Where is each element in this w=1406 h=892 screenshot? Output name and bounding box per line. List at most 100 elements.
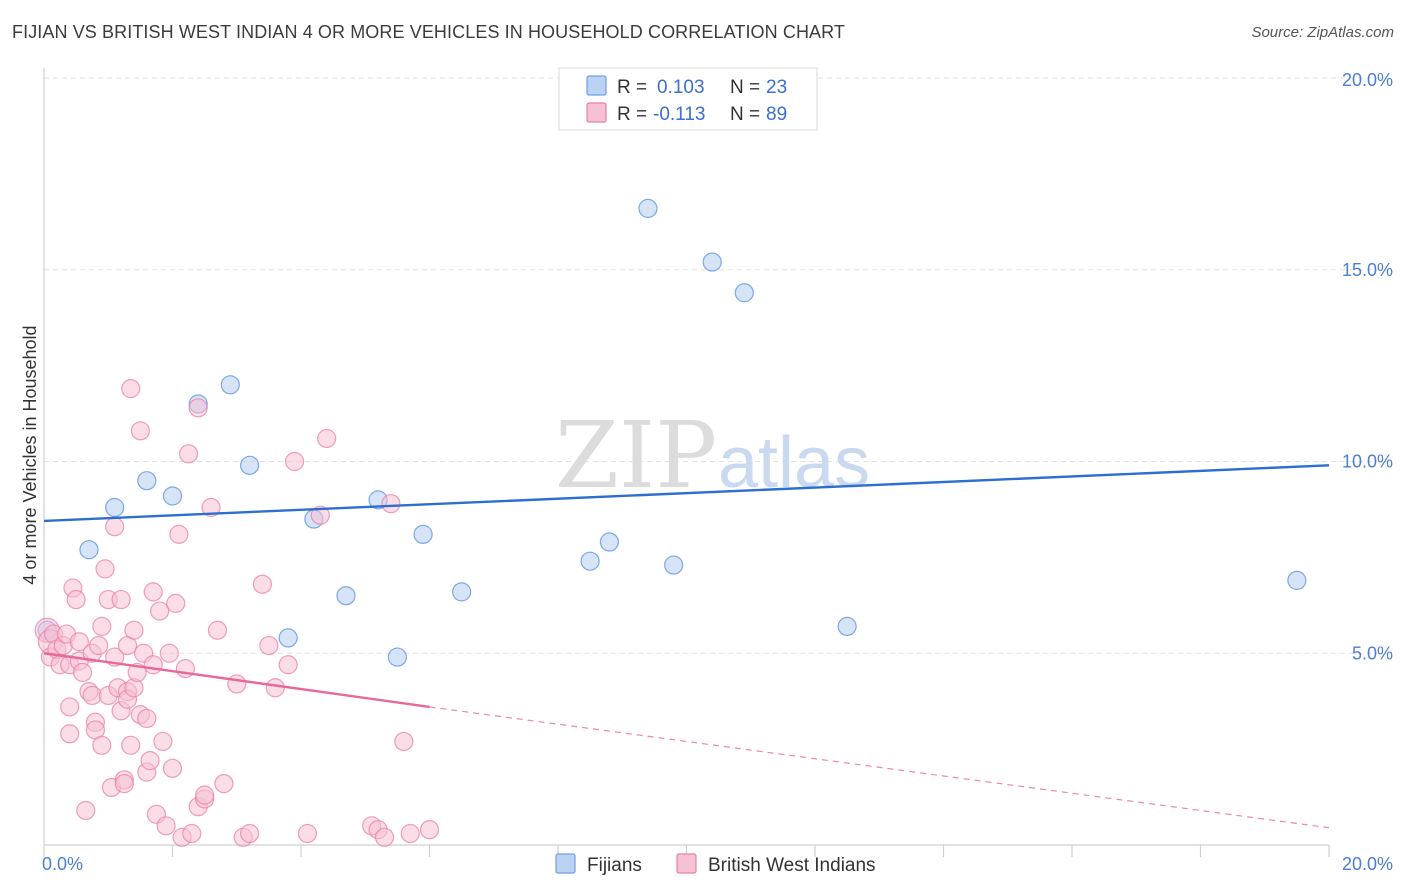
legend-bwi-swatch xyxy=(586,102,607,123)
fijians-point-6 xyxy=(220,375,240,395)
legend-n-label-2: N = xyxy=(730,104,760,125)
bwi-point-73 xyxy=(240,823,260,844)
bwi-point-78 xyxy=(284,451,305,472)
bwi-point-85 xyxy=(381,494,401,514)
bwi-point-39 xyxy=(121,735,141,755)
series-legend-fijians-swatch xyxy=(555,853,576,874)
fijians-point-12 xyxy=(387,647,407,667)
bwi-point-9 xyxy=(60,697,80,717)
legend-fijians-swatch xyxy=(586,75,607,96)
bwi-point-44 xyxy=(130,421,150,441)
bwi-point-88 xyxy=(419,820,440,840)
legend-n-value-2: 89 xyxy=(766,104,787,125)
bwi-point-68 xyxy=(201,497,221,518)
x-tick-label-1: 20.0% xyxy=(1342,854,1393,874)
fijians-point-1 xyxy=(79,540,99,560)
watermark-zip: ZIP xyxy=(555,402,717,509)
fijians-point-7 xyxy=(240,455,260,475)
series-legend-bwi-label: British West Indians xyxy=(708,855,876,876)
bwi-point-64 xyxy=(188,398,208,418)
bwi-point-41 xyxy=(124,620,144,640)
bwi-point-76 xyxy=(265,678,285,698)
fijians-point-15 xyxy=(580,551,600,571)
bwi-point-74 xyxy=(252,574,273,594)
y-tick-label-3: 20.0% xyxy=(1342,70,1393,90)
legend-r-value-1: 0.103 xyxy=(657,77,705,98)
bwi-point-56 xyxy=(159,643,179,663)
bwi-point-51 xyxy=(143,582,163,602)
legend-n-value-1: 23 xyxy=(766,77,787,98)
bwi-point-84 xyxy=(374,827,395,847)
fijians-point-14 xyxy=(452,582,472,602)
y-tick-label-1: 10.0% xyxy=(1342,452,1393,472)
fijians-point-19 xyxy=(702,252,722,272)
fijians-point-4 xyxy=(162,486,183,506)
fijians-point-17 xyxy=(638,198,658,218)
fijians-point-22 xyxy=(1287,570,1307,590)
fijians-point-10 xyxy=(336,586,356,606)
bwi-point-12 xyxy=(66,589,86,610)
bwi-point-79 xyxy=(297,823,318,844)
fijians-point-21 xyxy=(837,616,857,637)
fijians-point-13 xyxy=(413,524,433,544)
bwi-point-18 xyxy=(82,685,102,706)
bwi-point-62 xyxy=(178,444,199,464)
fijians-point-18 xyxy=(664,555,684,575)
grid-lines xyxy=(44,77,1389,654)
bwi-point-67 xyxy=(195,785,215,805)
fijians-point-8 xyxy=(278,628,298,648)
bwi-point-32 xyxy=(111,589,131,610)
correlation-legend: R = 0.103 N = 23 R = -0.113 N = 89 xyxy=(558,67,818,131)
legend-r-value-2: -0.113 xyxy=(653,104,705,125)
chart-title: FIJIAN VS BRITISH WEST INDIAN 4 OR MORE … xyxy=(12,22,846,42)
legend-n-label-1: N = xyxy=(730,77,760,98)
bwi-point-54 xyxy=(153,731,173,752)
series-legend: Fijians British West Indians xyxy=(555,853,876,876)
fijians-point-16 xyxy=(599,532,620,552)
bwi-point-16 xyxy=(76,800,96,821)
bwi-point-53 xyxy=(150,601,170,621)
bwi-point-87 xyxy=(400,823,420,844)
source-credit: Source: ZipAtlas.com xyxy=(1251,24,1394,41)
series-legend-fijians-label: Fijians xyxy=(587,855,642,876)
tick-labels: 5.0% 10.0% 15.0% 20.0% 0.0% 20.0% xyxy=(42,70,1393,874)
y-tick-label-2: 15.0% xyxy=(1342,260,1393,280)
legend-r-label-2: R = xyxy=(617,104,647,125)
series-legend-bwi-swatch xyxy=(676,853,697,874)
bwi-point-29 xyxy=(105,517,125,537)
bwi-point-25 xyxy=(95,559,115,579)
fijians-point-2 xyxy=(105,497,125,518)
bwi-point-75 xyxy=(259,635,279,656)
bwi-point-63 xyxy=(182,823,202,844)
bwi-point-58 xyxy=(166,593,186,613)
bwi-point-70 xyxy=(214,774,234,794)
x-tick-label-0: 0.0% xyxy=(42,854,83,874)
bwi-point-71 xyxy=(227,674,247,694)
fijians-point-20 xyxy=(734,283,754,303)
bwi-point-86 xyxy=(394,731,414,752)
bwi-point-23 xyxy=(92,735,112,755)
bwi-point-24 xyxy=(92,616,112,637)
bwi-point-55 xyxy=(156,816,176,836)
legend-r-label-1: R = xyxy=(617,77,647,98)
bwi-point-81 xyxy=(317,428,337,449)
bwi-point-35 xyxy=(114,774,134,794)
bwi-points xyxy=(34,379,440,847)
bwi-point-13 xyxy=(69,632,89,652)
fijians-trend-line xyxy=(43,464,1330,523)
y-tick-label-0: 5.0% xyxy=(1352,643,1393,663)
bwi-point-40 xyxy=(121,379,141,399)
bwi-trend-line xyxy=(43,652,430,709)
fijians-point-3 xyxy=(137,471,157,491)
trend-lines xyxy=(43,464,1330,829)
bwi-point-50 xyxy=(143,655,163,675)
bwi-point-59 xyxy=(169,524,189,544)
bwi-point-57 xyxy=(162,758,183,778)
bwi-point-49 xyxy=(140,751,160,771)
bwi-point-69 xyxy=(207,620,228,640)
bwi-point-22 xyxy=(89,635,109,656)
bwi-point-80 xyxy=(310,505,330,525)
y-axis-title: 4 or more Vehicles in Household xyxy=(20,325,40,584)
bwi-point-47 xyxy=(137,708,157,729)
bwi-point-77 xyxy=(278,655,298,675)
